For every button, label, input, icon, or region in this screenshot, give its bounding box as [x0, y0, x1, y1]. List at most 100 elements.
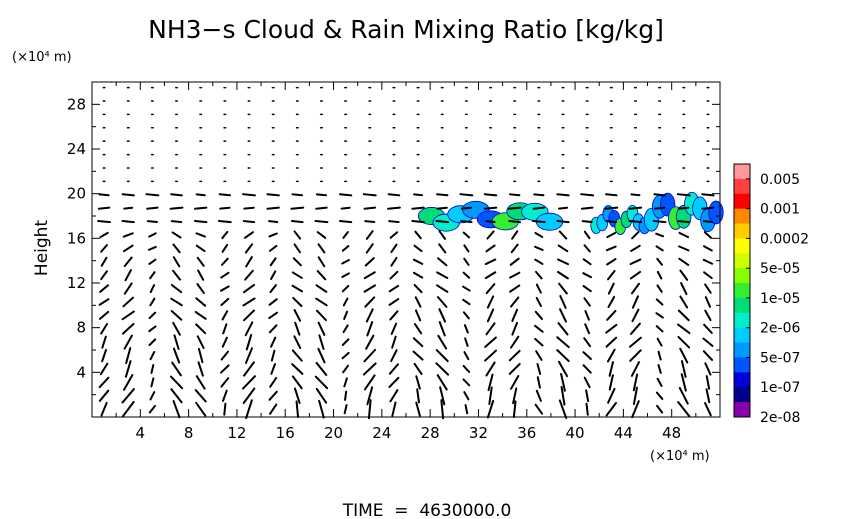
- wind-arrow: [314, 375, 329, 390]
- wind-arrow: [656, 284, 663, 293]
- colorbar-swatch: [734, 208, 750, 224]
- wind-arrow: [314, 219, 329, 224]
- wind-arrow: [677, 335, 691, 349]
- x-tick-label: 16: [276, 424, 295, 442]
- wind-arrow: [533, 193, 545, 197]
- wind-arrow: [221, 389, 228, 402]
- wind-arrow: [701, 206, 715, 210]
- wind-arrow: [293, 387, 301, 405]
- wind-arrow: [536, 376, 541, 389]
- wind-arrow: [363, 374, 376, 391]
- wind-arrow: [702, 220, 714, 223]
- wind-arrow: [197, 361, 204, 377]
- wind-arrow: [338, 220, 353, 224]
- wind-arrow: [170, 193, 183, 197]
- wind-arrow: [220, 350, 230, 361]
- wind-arrow: [242, 387, 256, 405]
- wind-arrow: [97, 219, 112, 224]
- wind-arrow: [413, 244, 423, 253]
- wind-arrow: [172, 256, 181, 268]
- wind-arrow: [220, 297, 230, 307]
- wind-arrow: [653, 193, 666, 197]
- y-tick-label: 16: [67, 229, 86, 247]
- wind-arrow: [412, 271, 424, 279]
- wind-arrow: [462, 378, 471, 387]
- wind-arrow: [195, 244, 206, 253]
- wind-arrow: [149, 297, 156, 307]
- colorbar-swatch: [734, 342, 750, 358]
- wind-arrow: [704, 402, 712, 417]
- wind-arrow: [486, 308, 495, 323]
- wind-arrow: [367, 399, 372, 420]
- wind-arrow: [270, 270, 277, 280]
- wind-arrow: [657, 364, 662, 374]
- wind-arrow: [439, 386, 446, 406]
- wind-arrow: [656, 337, 663, 347]
- wind-arrow: [608, 374, 614, 391]
- wind-arrow: [607, 282, 615, 295]
- colorbar-swatch: [734, 164, 750, 180]
- wind-arrow: [293, 243, 301, 254]
- wind-arrow: [631, 400, 640, 419]
- wind-arrow: [219, 206, 231, 210]
- wind-arrow: [341, 272, 350, 279]
- wind-arrow: [702, 337, 714, 347]
- wind-arrow: [678, 231, 690, 239]
- wind-arrow: [680, 373, 687, 392]
- x-tick-label: 8: [184, 424, 194, 442]
- wind-arrow: [316, 270, 327, 281]
- wind-arrow: [436, 374, 448, 391]
- wind-arrow: [101, 335, 107, 349]
- wind-arrow: [148, 404, 156, 414]
- wind-arrow: [342, 364, 350, 374]
- y-tick-label: 4: [76, 363, 86, 381]
- wind-arrow: [631, 308, 640, 323]
- wind-arrow: [365, 230, 374, 240]
- wind-arrow: [342, 324, 349, 334]
- wind-arrow: [364, 296, 376, 308]
- wind-arrow: [121, 388, 135, 404]
- wind-arrow: [560, 372, 566, 392]
- wind-arrow: [101, 348, 108, 363]
- wind-arrow: [630, 244, 641, 252]
- wind-arrow: [220, 364, 230, 374]
- wind-arrow: [606, 348, 616, 363]
- wind-arrow: [169, 375, 184, 390]
- x-axis: 4 8 12 16 20 24 28 32 36 40 44 48: [115, 82, 697, 442]
- wind-arrow: [315, 387, 328, 404]
- x-tick-label: 44: [614, 424, 633, 442]
- wind-arrow: [147, 245, 157, 251]
- wind-arrow: [462, 231, 471, 239]
- wind-arrow: [170, 283, 183, 294]
- wind-arrow: [655, 245, 664, 252]
- plot-frame: [91, 81, 721, 418]
- colorbar-label: 5e-05: [760, 261, 800, 277]
- wind-arrow: [511, 230, 519, 240]
- wind-arrow: [145, 193, 160, 197]
- wind-arrow: [99, 231, 109, 239]
- wind-arrow: [388, 284, 400, 293]
- wind-arrow: [148, 232, 157, 238]
- wind-arrow: [582, 258, 592, 266]
- wind-arrow: [195, 193, 206, 197]
- wind-arrow: [195, 297, 207, 307]
- colorbar-frame: [733, 163, 751, 418]
- wind-arrow: [535, 296, 542, 308]
- wind-arrow: [220, 257, 229, 266]
- wind-vector-field: [97, 86, 715, 420]
- wind-arrow: [556, 336, 570, 349]
- colorbar-legend: 0.005 0.001 0.0002 5e-05 1e-05 2e-06 5e-07 1e-0…: [733, 163, 809, 426]
- wind-arrow: [390, 349, 398, 362]
- wind-arrow: [585, 389, 590, 403]
- wind-arrow: [484, 271, 497, 280]
- wind-arrow: [582, 364, 592, 374]
- wind-arrow: [197, 269, 205, 281]
- wind-arrow: [342, 297, 349, 307]
- wind-arrow: [416, 388, 420, 404]
- wind-arrow: [679, 295, 689, 309]
- wind-arrow: [365, 334, 375, 350]
- wind-arrow: [559, 308, 567, 323]
- wind-arrow: [580, 206, 594, 210]
- wind-arrow: [605, 323, 618, 334]
- wind-arrow: [414, 230, 422, 240]
